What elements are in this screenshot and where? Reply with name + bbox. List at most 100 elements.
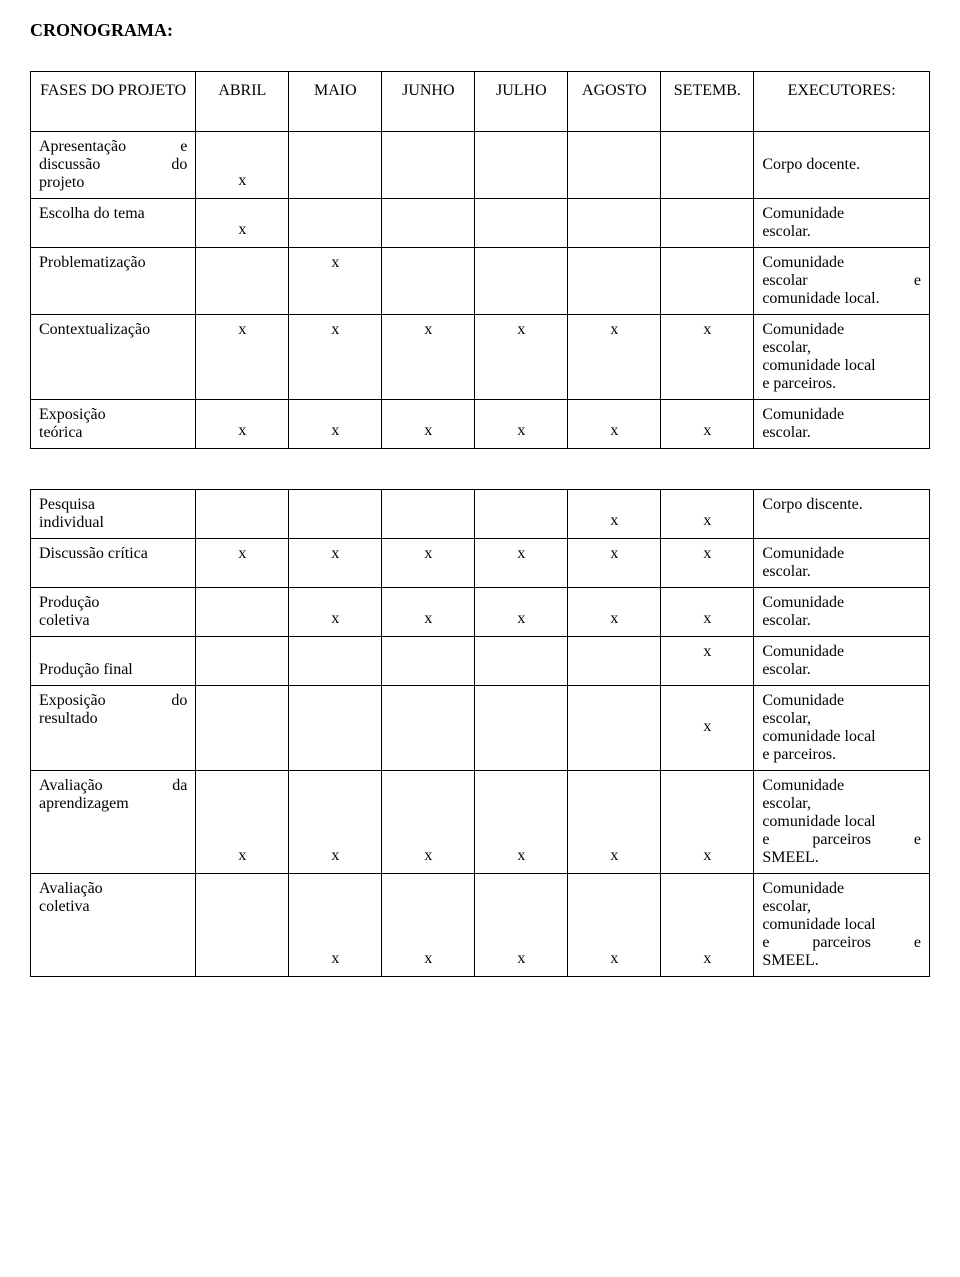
text: Comunidade	[762, 777, 921, 795]
text: escolar.	[762, 661, 921, 679]
text: Comunidade	[762, 254, 921, 272]
mark-cell: x	[289, 400, 382, 449]
text: escolar,	[762, 339, 921, 357]
exec-cell: Comunidade escolar, comunidade local epa…	[754, 874, 930, 977]
mark-cell	[196, 874, 289, 977]
header-julho: JULHO	[475, 72, 568, 132]
mark-cell	[289, 637, 382, 686]
mark-cell	[475, 248, 568, 315]
phase-cell: Escolha do tema	[31, 199, 196, 248]
text: escolar,	[762, 795, 921, 813]
mark-cell: x	[382, 771, 475, 874]
mark-cell	[289, 686, 382, 771]
mark-cell	[382, 248, 475, 315]
text: parceiros	[812, 934, 871, 952]
phase-cell: Problematização	[31, 248, 196, 315]
table-row: Pesquisa individual x x Corpo discente.	[31, 490, 930, 539]
text: resultado	[39, 710, 187, 728]
text: Comunidade	[762, 692, 921, 710]
phase-cell: Contextualização	[31, 315, 196, 400]
mark-cell	[568, 199, 661, 248]
phase-cell: Produção coletiva	[31, 588, 196, 637]
mark-cell: x	[568, 315, 661, 400]
mark-cell	[661, 199, 754, 248]
mark-cell	[661, 132, 754, 199]
mark-cell	[568, 132, 661, 199]
mark-cell: x	[196, 132, 289, 199]
header-fases: FASES DO PROJETO	[31, 72, 196, 132]
mark-cell: x	[661, 771, 754, 874]
mark-cell: x	[568, 400, 661, 449]
text: Avaliação	[39, 777, 103, 795]
mark-cell: x	[382, 588, 475, 637]
mark-cell: x	[475, 315, 568, 400]
text: escolar.	[762, 612, 921, 630]
mark-cell: x	[475, 588, 568, 637]
text: Comunidade	[762, 545, 921, 563]
table-row: Avaliaçãoda aprendizagem x x x x x x Com…	[31, 771, 930, 874]
mark-cell	[289, 490, 382, 539]
mark-cell: x	[661, 588, 754, 637]
mark-cell: x	[568, 874, 661, 977]
text: Comunidade	[762, 880, 921, 898]
mark-cell	[475, 686, 568, 771]
text: teórica	[39, 424, 187, 442]
cronograma-table-2: Pesquisa individual x x Corpo discente. …	[30, 489, 930, 977]
text: escolar.	[762, 424, 921, 442]
phase-cell: Discussão crítica	[31, 539, 196, 588]
mark-cell: x	[661, 539, 754, 588]
mark-cell	[568, 686, 661, 771]
mark-cell: x	[196, 199, 289, 248]
mark-cell	[661, 248, 754, 315]
text: Exposição	[39, 406, 187, 424]
mark-cell	[475, 490, 568, 539]
mark-cell: x	[661, 637, 754, 686]
mark-cell: x	[196, 539, 289, 588]
phase-cell: Avaliaçãoda aprendizagem	[31, 771, 196, 874]
text: Avaliação	[39, 880, 187, 898]
mark-cell	[196, 490, 289, 539]
text: e parceiros.	[762, 746, 921, 764]
mark-cell	[568, 637, 661, 686]
mark-cell	[196, 588, 289, 637]
text: escolar	[762, 272, 807, 290]
mark-cell: x	[475, 771, 568, 874]
text: coletiva	[39, 898, 187, 916]
mark-cell	[475, 637, 568, 686]
text: escolar.	[762, 563, 921, 581]
mark-cell: x	[661, 686, 754, 771]
exec-cell: Comunidade escolar.	[754, 400, 930, 449]
exec-cell: Comunidade escolar, comunidade local e p…	[754, 686, 930, 771]
phase-cell: Apresentaçãoe discussãodo projeto	[31, 132, 196, 199]
mark-cell: x	[382, 874, 475, 977]
text: escolar,	[762, 898, 921, 916]
mark-cell: x	[475, 874, 568, 977]
table-row: Exposição do resultado x Comunidade escol…	[31, 686, 930, 771]
mark-cell	[196, 686, 289, 771]
mark-cell	[475, 199, 568, 248]
text: SMEEL.	[762, 952, 921, 970]
mark-cell	[382, 199, 475, 248]
text: escolar,	[762, 710, 921, 728]
text: e parceiros.	[762, 375, 921, 393]
mark-cell: x	[289, 588, 382, 637]
exec-cell: Comunidade escolar.	[754, 539, 930, 588]
phase-cell: Produção final	[31, 637, 196, 686]
exec-cell: Comunidade escolar.	[754, 199, 930, 248]
mark-cell: x	[196, 771, 289, 874]
text: Comunidade	[762, 643, 921, 661]
text: Comunidade	[762, 205, 844, 222]
mark-cell	[475, 132, 568, 199]
table-row: Avaliação coletiva x x x x x Comunidade …	[31, 874, 930, 977]
mark-cell: x	[382, 400, 475, 449]
table-header-row: FASES DO PROJETO ABRIL MAIO JUNHO JULHO …	[31, 72, 930, 132]
text: Comunidade	[762, 594, 921, 612]
text: e	[914, 831, 921, 849]
text: do	[171, 692, 187, 710]
text: e	[914, 272, 921, 290]
text: discussão	[39, 156, 100, 174]
text: Exposição	[39, 692, 106, 710]
table-row: Problematização x Comunidade escolare co…	[31, 248, 930, 315]
exec-cell: Comunidade escolar.	[754, 588, 930, 637]
text: Apresentação	[39, 138, 126, 156]
